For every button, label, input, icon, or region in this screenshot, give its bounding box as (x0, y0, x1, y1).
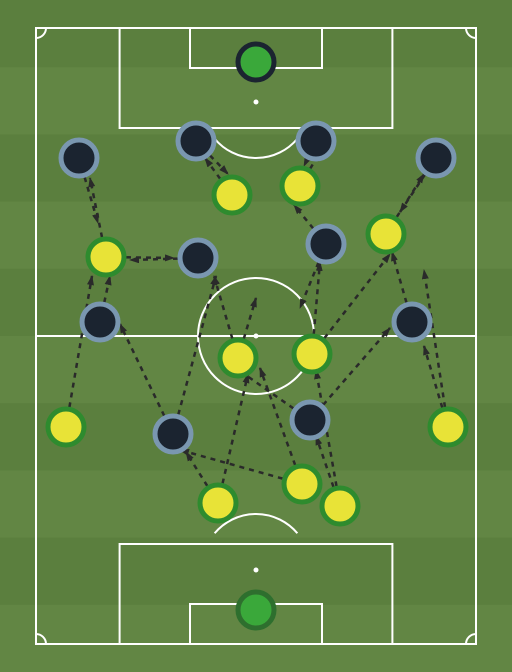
player-y5 (220, 340, 256, 376)
player-y1 (214, 177, 250, 213)
player-y8 (430, 409, 466, 445)
grass-stripe (0, 470, 512, 538)
player-n4 (418, 140, 454, 176)
football-pitch-diagram (0, 0, 512, 672)
player-n5 (180, 240, 216, 276)
player-n7 (82, 304, 118, 340)
pitch-svg (0, 0, 512, 672)
player-n1 (61, 140, 97, 176)
player-gk_top (238, 44, 274, 80)
player-n6 (308, 226, 344, 262)
player-y3 (88, 239, 124, 275)
player-gk_bottom (238, 592, 274, 628)
player-y4 (368, 216, 404, 252)
player-y2 (282, 168, 318, 204)
player-y9 (284, 466, 320, 502)
player-n10 (292, 402, 328, 438)
grass-stripe (0, 202, 512, 270)
player-n8 (394, 304, 430, 340)
player-y6 (294, 336, 330, 372)
player-y11 (322, 488, 358, 524)
player-n2 (178, 123, 214, 159)
player-n3 (298, 123, 334, 159)
player-n9 (155, 416, 191, 452)
player-y7 (48, 409, 84, 445)
player-y10 (200, 485, 236, 521)
